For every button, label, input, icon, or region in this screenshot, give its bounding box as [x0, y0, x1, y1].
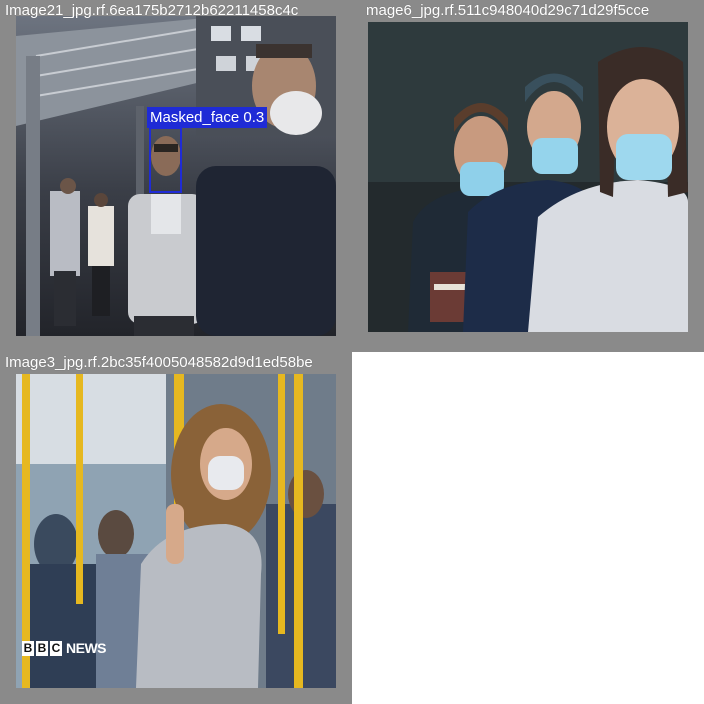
tile-filename: Image21_jpg.rf.6ea175b2712b62211458c4c	[5, 2, 299, 19]
mosaic-tile-1: Masked_face 0.3 Image21_jpg.rf.6ea175b27…	[0, 0, 352, 352]
photo-woman-on-train	[16, 374, 336, 688]
logo-word: NEWS	[66, 640, 107, 656]
logo-letter: B	[22, 640, 34, 656]
mosaic-tile-2: mage6_jpg.rf.511c948040d29c71d29f5cce	[352, 0, 704, 352]
tile-filename: mage6_jpg.rf.511c948040d29c71d29f5cce	[366, 2, 650, 19]
bbc-news-logo: B B C NEWS	[22, 640, 107, 656]
photo-station-crowd	[16, 16, 336, 336]
tile-filename: Image3_jpg.rf.2bc35f4005048582d9d1ed58be	[5, 354, 313, 371]
mosaic-tile-3: B B C NEWS Image3_jpg.rf.2bc35f400504858…	[0, 352, 352, 704]
photo-three-masked-people	[368, 22, 688, 332]
mosaic-tile-empty	[352, 352, 704, 704]
logo-letter: C	[50, 640, 62, 656]
detection-box	[149, 127, 182, 193]
logo-letter: B	[36, 640, 48, 656]
detection-label: Masked_face 0.3	[147, 107, 268, 128]
